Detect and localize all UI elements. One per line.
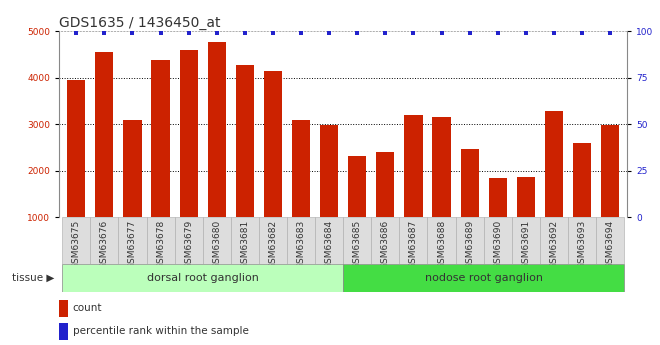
Text: count: count <box>73 303 102 313</box>
Text: GSM63680: GSM63680 <box>213 220 221 269</box>
Bar <box>484 217 512 264</box>
Point <box>71 30 82 36</box>
Bar <box>95 52 114 217</box>
Bar <box>517 177 535 217</box>
Bar <box>596 217 624 264</box>
Bar <box>372 217 399 264</box>
Bar <box>405 115 422 217</box>
Bar <box>231 217 259 264</box>
Bar <box>151 60 170 217</box>
Text: GSM63689: GSM63689 <box>465 220 474 269</box>
Point <box>324 30 335 36</box>
Text: GSM63686: GSM63686 <box>381 220 390 269</box>
Point <box>521 30 531 36</box>
Bar <box>540 217 568 264</box>
Text: GSM63679: GSM63679 <box>184 220 193 269</box>
Point <box>408 30 418 36</box>
Bar <box>432 117 451 217</box>
Bar <box>175 217 203 264</box>
Text: GSM63682: GSM63682 <box>269 220 277 269</box>
Point <box>211 30 222 36</box>
Bar <box>147 217 175 264</box>
Text: GSM63678: GSM63678 <box>156 220 165 269</box>
Bar <box>208 42 226 217</box>
Text: GSM63683: GSM63683 <box>296 220 306 269</box>
Text: GSM63691: GSM63691 <box>521 220 531 269</box>
Bar <box>601 125 619 217</box>
Point <box>155 30 166 36</box>
Text: GSM63693: GSM63693 <box>578 220 587 269</box>
Bar <box>428 217 455 264</box>
Point <box>380 30 391 36</box>
Point <box>352 30 362 36</box>
Bar <box>123 120 142 217</box>
Point <box>492 30 503 36</box>
Bar <box>259 217 287 264</box>
Text: GSM63684: GSM63684 <box>325 220 334 269</box>
Point <box>577 30 587 36</box>
Text: dorsal root ganglion: dorsal root ganglion <box>147 273 259 283</box>
Text: GSM63690: GSM63690 <box>493 220 502 269</box>
Bar <box>118 217 147 264</box>
Bar <box>376 152 395 217</box>
Point <box>465 30 475 36</box>
Bar <box>236 65 254 217</box>
Point <box>296 30 306 36</box>
Text: nodose root ganglion: nodose root ganglion <box>424 273 543 283</box>
Bar <box>59 300 68 317</box>
Point <box>99 30 110 36</box>
Bar <box>67 80 85 217</box>
Text: GSM63694: GSM63694 <box>606 220 614 269</box>
Bar <box>488 178 507 217</box>
Bar <box>203 217 231 264</box>
Bar <box>343 217 372 264</box>
Bar <box>287 217 315 264</box>
Point <box>183 30 194 36</box>
Bar <box>573 143 591 217</box>
Text: GSM63688: GSM63688 <box>437 220 446 269</box>
Bar <box>62 217 90 264</box>
Text: GSM63687: GSM63687 <box>409 220 418 269</box>
Bar <box>512 217 540 264</box>
Bar <box>399 217 428 264</box>
Bar <box>544 111 563 217</box>
Bar <box>315 217 343 264</box>
Text: GSM63692: GSM63692 <box>549 220 558 269</box>
Text: GSM63675: GSM63675 <box>72 220 81 269</box>
Bar <box>180 50 198 217</box>
Point <box>605 30 615 36</box>
Text: percentile rank within the sample: percentile rank within the sample <box>73 326 248 336</box>
Text: GSM63681: GSM63681 <box>240 220 249 269</box>
Bar <box>62 264 343 292</box>
Bar <box>343 264 624 292</box>
Text: GSM63677: GSM63677 <box>128 220 137 269</box>
Bar <box>461 149 478 217</box>
Text: GSM63685: GSM63685 <box>352 220 362 269</box>
Bar <box>59 323 68 340</box>
Text: tissue ▶: tissue ▶ <box>13 273 55 283</box>
Bar <box>348 156 366 217</box>
Bar <box>455 217 484 264</box>
Text: GSM63676: GSM63676 <box>100 220 109 269</box>
Text: GDS1635 / 1436450_at: GDS1635 / 1436450_at <box>59 16 221 30</box>
Bar <box>568 217 596 264</box>
Point <box>268 30 279 36</box>
Bar <box>90 217 118 264</box>
Bar <box>292 120 310 217</box>
Point <box>436 30 447 36</box>
Point <box>548 30 559 36</box>
Bar <box>264 71 282 217</box>
Point <box>127 30 138 36</box>
Bar <box>320 125 339 217</box>
Point <box>240 30 250 36</box>
